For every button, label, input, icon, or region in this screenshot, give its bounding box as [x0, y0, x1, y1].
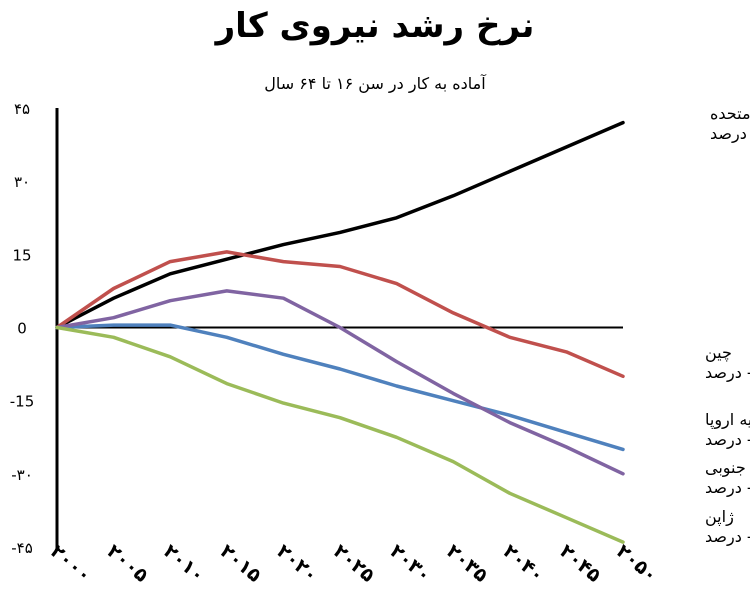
x-tick-label: ۲۰۴۰: [499, 540, 549, 587]
x-tick-label: ۲۰۳۰: [386, 540, 436, 587]
y-tick-label: ۴۵: [14, 100, 30, 118]
chart-subtitle: آماده به کار در سن ۱۶ تا ۶۴ سال: [264, 74, 486, 93]
series-value-label: ۴۲ درصد: [710, 124, 750, 144]
series-name-label: ژاپن: [705, 507, 734, 527]
series-line: [55, 325, 625, 544]
x-tick-label: ۲۰۲۰: [272, 540, 322, 587]
series-line: [55, 323, 625, 452]
series-value-label: ۲۵- درصد: [705, 430, 750, 450]
series-lines: [55, 120, 625, 544]
chart-title: نرخ رشد نیروی کار: [215, 6, 535, 46]
y-tick-labels: ۴۵ ۳۰ 15 0 -15 -۳۰ -۴۵: [10, 100, 35, 557]
series-labels: ایالات متحده۴۲ درصد چین۱۰- درصد اتحادیه ار…: [705, 104, 750, 547]
series-value-label: ۴۴- درصد: [705, 527, 750, 547]
series-value-label: ۱۰- درصد: [705, 363, 750, 383]
y-tick-label: 0: [17, 320, 27, 338]
series-name-label: چین: [705, 343, 732, 363]
y-tick-label: -۳۰: [11, 466, 33, 484]
x-tick-label: ۲۰۱۰: [159, 540, 209, 587]
x-tick-label: ۲۰۵۰: [612, 540, 662, 587]
series-name-label: اتحادیه اروپا: [705, 410, 750, 430]
y-tick-label: 15: [12, 246, 31, 264]
y-tick-label: -15: [10, 393, 35, 411]
y-tick-label: -۴۵: [11, 539, 33, 557]
x-tick-label: ۲۰۳۵: [442, 540, 492, 587]
series-value-label: ۳۰- درصد: [705, 478, 750, 498]
series-line: [55, 250, 625, 379]
x-tick-label: ۲۰۰۵: [103, 540, 153, 587]
x-tick-label: ۲۰۲۵: [329, 540, 379, 587]
series-name-label: ایالات متحده: [710, 104, 750, 123]
y-tick-label: ۳۰: [14, 173, 30, 191]
x-tick-label: ۲۰۴۵: [555, 540, 605, 587]
series-name-label: کره جنوبی: [705, 458, 750, 478]
series-line: [55, 289, 625, 476]
series-line: [55, 120, 625, 330]
x-tick-labels: ۲۰۰۰ ۲۰۰۵ ۲۰۱۰ ۲۰۱۵ ۲۰۲۰ ۲۰۲۵ ۲۰۳۰ ۲۰۳۵ ۲۰۴۰ ۲۰۴۵…: [46, 540, 662, 587]
x-tick-label: ۲۰۰۰: [46, 540, 96, 587]
x-tick-label: ۲۰۱۵: [216, 540, 266, 587]
